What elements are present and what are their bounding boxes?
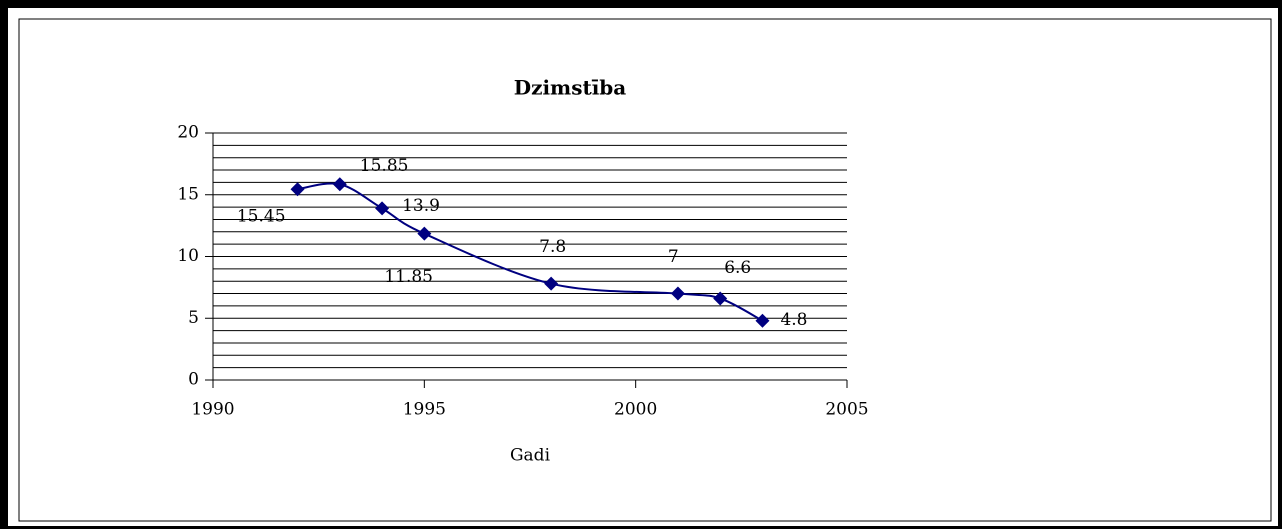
frame-bottom <box>0 526 1282 529</box>
data-label: 15.45 <box>237 207 286 227</box>
data-label: 7.8 <box>539 237 566 257</box>
x-tick-label: 1995 <box>403 400 446 420</box>
data-label: 13.9 <box>402 196 440 216</box>
chart-title: Dzimstība <box>514 76 627 100</box>
data-label: 11.85 <box>384 267 433 287</box>
marker <box>755 313 770 328</box>
data-label: 6.6 <box>724 258 751 278</box>
x-tick-label: 2000 <box>614 400 657 420</box>
marker <box>417 226 432 241</box>
frame-right <box>1278 0 1282 529</box>
marker <box>290 182 305 197</box>
data-line <box>297 182 763 322</box>
marker <box>544 276 559 291</box>
marker <box>670 286 685 301</box>
frame-top <box>0 0 1282 8</box>
x-tick-label: 1990 <box>191 400 234 420</box>
marker <box>332 177 347 192</box>
frame-left <box>0 0 8 529</box>
y-tick-label: 0 <box>188 370 199 390</box>
data-label: 4.8 <box>780 310 807 330</box>
x-tick-label: 2005 <box>825 400 868 420</box>
y-tick-label: 5 <box>188 308 199 328</box>
data-label: 15.85 <box>360 156 409 176</box>
y-tick-label: 15 <box>177 184 199 204</box>
chart-border <box>18 18 1272 522</box>
marker <box>713 291 728 306</box>
x-axis-label: Gadi <box>510 446 551 466</box>
y-tick-label: 10 <box>177 246 199 266</box>
y-tick-label: 20 <box>177 123 199 143</box>
data-label: 7 <box>668 247 679 267</box>
marker <box>375 201 390 216</box>
